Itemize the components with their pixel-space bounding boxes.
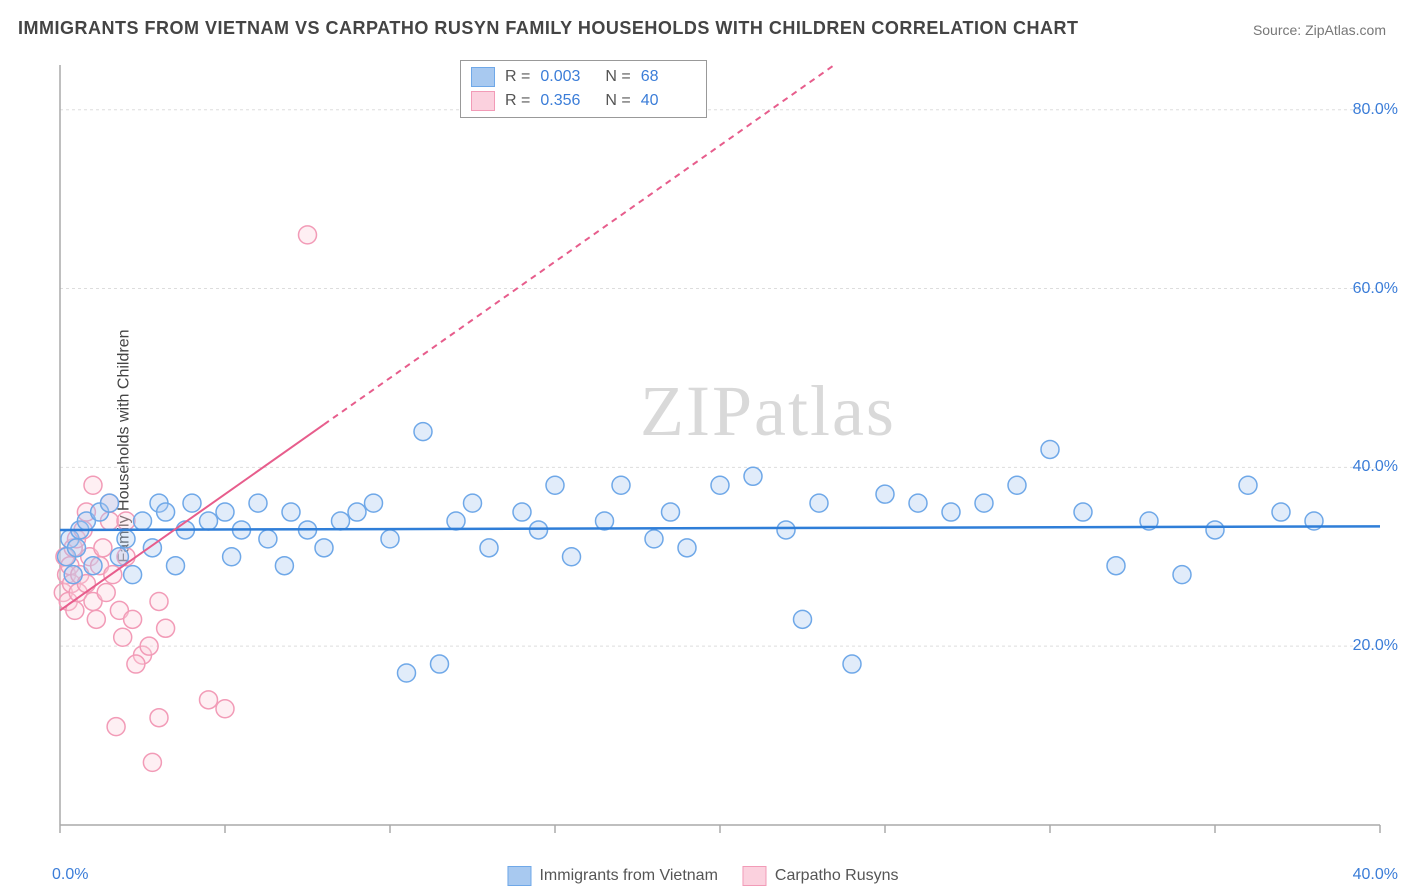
y-tick-label: 20.0% — [1353, 637, 1398, 655]
y-tick-label: 80.0% — [1353, 101, 1398, 119]
legend-swatch-icon — [507, 866, 531, 886]
legend-stats-row: R = 0.356 N = 40 — [471, 89, 696, 113]
legend-item-label: Immigrants from Vietnam — [539, 867, 717, 885]
chart-title: IMMIGRANTS FROM VIETNAM VS CARPATHO RUSY… — [18, 18, 1079, 39]
chart-svg — [50, 55, 1390, 845]
legend-r-label: R = — [505, 68, 530, 86]
legend-stats: R = 0.003 N = 68 R = 0.356 N = 40 — [460, 60, 707, 118]
x-tick-label-min: 0.0% — [52, 866, 88, 884]
legend-swatch-icon — [743, 866, 767, 886]
legend-swatch-icon — [471, 67, 495, 87]
legend-swatch-icon — [471, 91, 495, 111]
source-label: Source: ZipAtlas.com — [1253, 22, 1386, 38]
legend-item: Immigrants from Vietnam — [507, 866, 717, 886]
legend-series: Immigrants from Vietnam Carpatho Rusyns — [507, 866, 898, 886]
legend-n-value: 68 — [641, 68, 696, 86]
y-tick-label: 60.0% — [1353, 280, 1398, 298]
y-tick-label: 40.0% — [1353, 458, 1398, 476]
legend-item: Carpatho Rusyns — [743, 866, 899, 886]
chart-container: IMMIGRANTS FROM VIETNAM VS CARPATHO RUSY… — [0, 0, 1406, 892]
legend-r-label: R = — [505, 92, 530, 110]
legend-n-label: N = — [605, 68, 630, 86]
legend-item-label: Carpatho Rusyns — [775, 867, 899, 885]
legend-n-value: 40 — [641, 92, 696, 110]
plot-area — [50, 55, 1390, 845]
legend-stats-row: R = 0.003 N = 68 — [471, 65, 696, 89]
legend-n-label: N = — [605, 92, 630, 110]
legend-r-value: 0.356 — [540, 92, 595, 110]
legend-r-value: 0.003 — [540, 68, 595, 86]
x-tick-label-max: 40.0% — [1353, 866, 1398, 884]
